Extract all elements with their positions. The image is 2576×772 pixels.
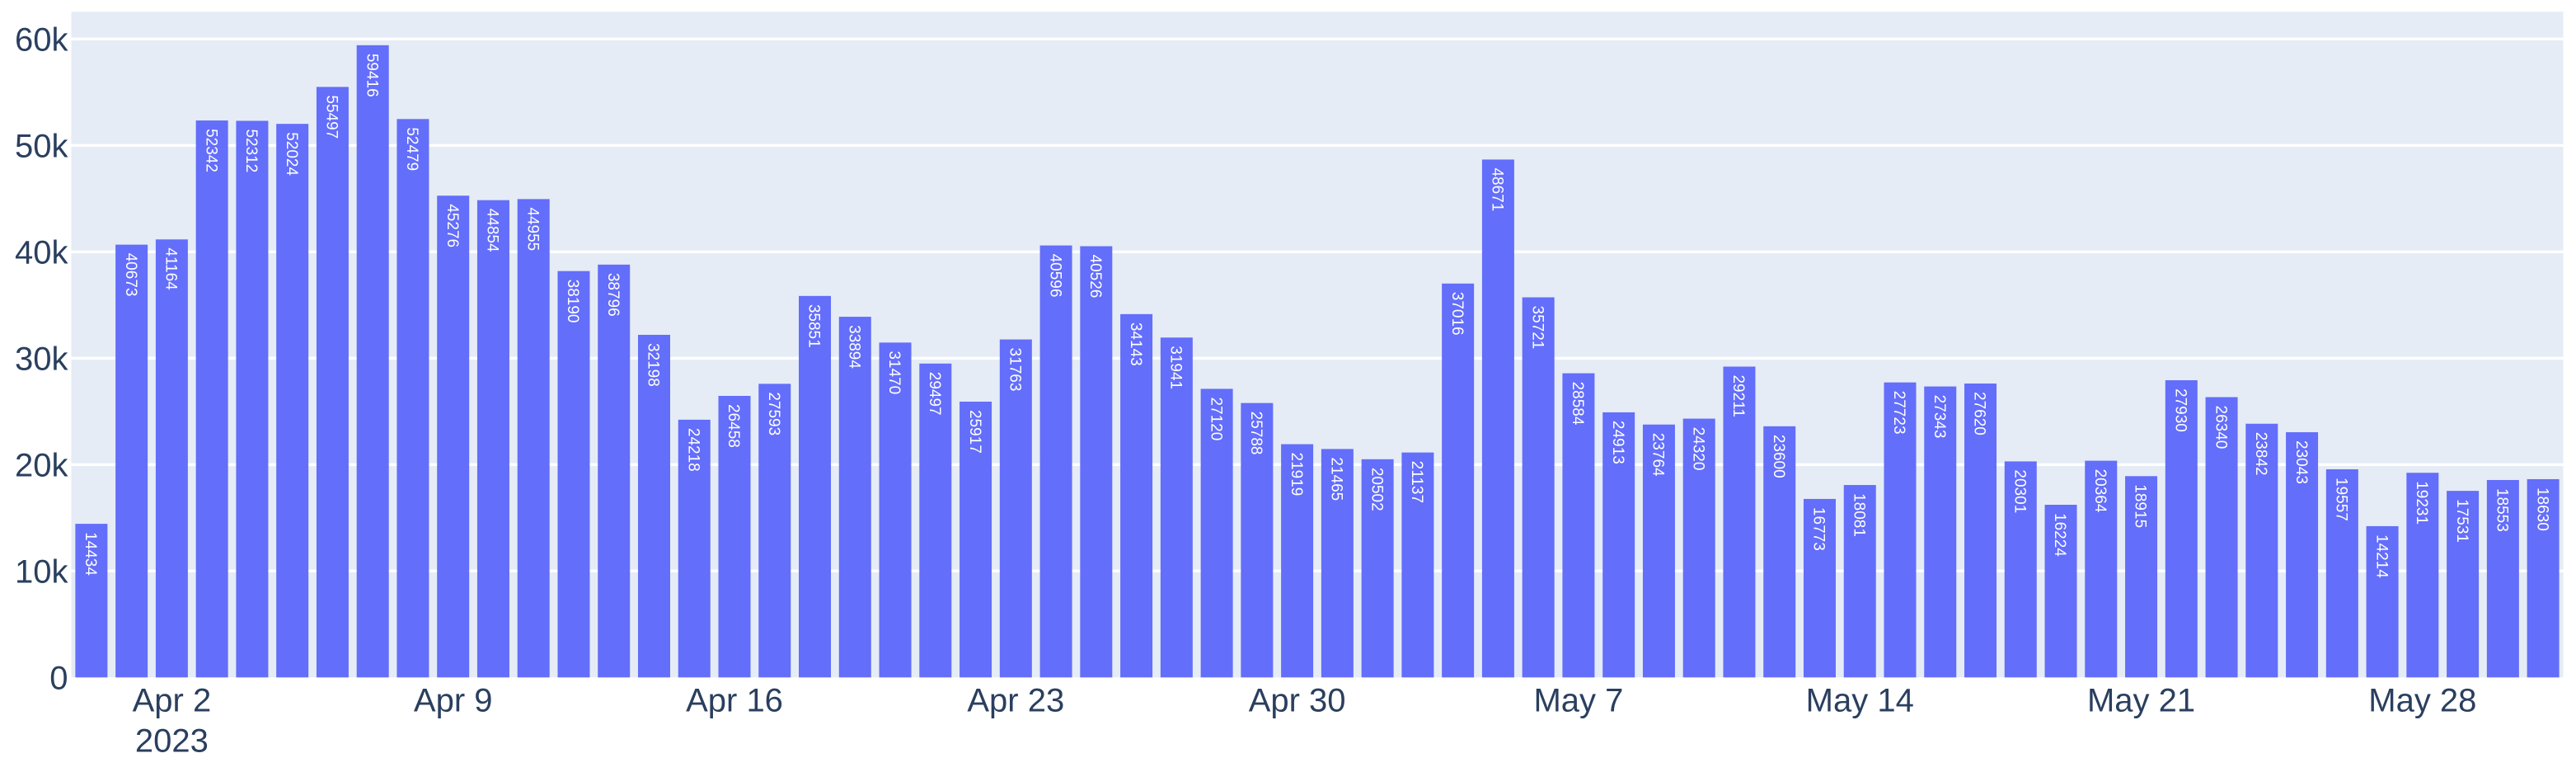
svg-text:21919: 21919 xyxy=(1288,453,1305,497)
svg-text:14214: 14214 xyxy=(2372,534,2390,578)
svg-text:52479: 52479 xyxy=(403,127,420,171)
svg-text:21465: 21465 xyxy=(1328,457,1345,501)
svg-text:20301: 20301 xyxy=(2011,469,2028,513)
svg-text:20k: 20k xyxy=(15,448,68,484)
svg-text:23842: 23842 xyxy=(2252,432,2269,476)
svg-text:27120: 27120 xyxy=(1207,397,1224,440)
svg-text:44854: 44854 xyxy=(484,209,501,252)
svg-text:50k: 50k xyxy=(15,129,68,165)
svg-text:24218: 24218 xyxy=(684,428,701,472)
svg-text:16224: 16224 xyxy=(2051,513,2068,557)
svg-text:19231: 19231 xyxy=(2413,481,2430,525)
svg-text:23043: 23043 xyxy=(2292,440,2310,484)
svg-text:44955: 44955 xyxy=(523,207,541,251)
svg-text:40k: 40k xyxy=(15,235,68,271)
svg-text:May 14: May 14 xyxy=(1806,682,1914,718)
svg-text:25917: 25917 xyxy=(966,410,983,454)
svg-text:27343: 27343 xyxy=(1931,395,1948,439)
svg-text:14434: 14434 xyxy=(82,532,99,576)
svg-text:52312: 52312 xyxy=(242,129,260,172)
svg-text:27723: 27723 xyxy=(1890,391,1907,435)
svg-text:27593: 27593 xyxy=(765,392,782,435)
svg-text:16773: 16773 xyxy=(1810,507,1828,551)
svg-text:41164: 41164 xyxy=(162,247,180,290)
svg-text:21137: 21137 xyxy=(1408,461,1425,503)
svg-text:60k: 60k xyxy=(15,22,68,59)
svg-text:18630: 18630 xyxy=(2533,487,2550,531)
svg-text:59416: 59416 xyxy=(363,54,380,97)
svg-text:29211: 29211 xyxy=(1729,374,1747,417)
svg-text:29497: 29497 xyxy=(926,372,943,416)
svg-text:24320: 24320 xyxy=(1689,427,1706,471)
svg-text:32198: 32198 xyxy=(645,343,662,387)
svg-text:Apr 30: Apr 30 xyxy=(1249,682,1346,718)
svg-text:38190: 38190 xyxy=(564,280,581,323)
svg-text:28584: 28584 xyxy=(1569,382,1586,426)
svg-text:May 21: May 21 xyxy=(2087,682,2195,718)
svg-text:19557: 19557 xyxy=(2333,478,2350,521)
svg-text:33894: 33894 xyxy=(845,325,862,369)
svg-text:Apr 9: Apr 9 xyxy=(414,682,493,718)
svg-text:10k: 10k xyxy=(15,554,68,591)
svg-text:18915: 18915 xyxy=(2132,484,2149,528)
svg-text:26340: 26340 xyxy=(2212,406,2229,450)
svg-text:25788: 25788 xyxy=(1247,412,1265,455)
svg-text:2023: 2023 xyxy=(135,723,209,760)
svg-text:31763: 31763 xyxy=(1006,348,1024,392)
svg-text:35851: 35851 xyxy=(805,304,823,348)
svg-text:52024: 52024 xyxy=(283,132,300,176)
svg-text:52342: 52342 xyxy=(202,129,219,172)
svg-text:24913: 24913 xyxy=(1609,421,1626,464)
svg-text:30k: 30k xyxy=(15,341,68,378)
svg-text:Apr 16: Apr 16 xyxy=(686,682,783,718)
svg-text:Apr 2: Apr 2 xyxy=(133,682,212,718)
svg-text:20364: 20364 xyxy=(2091,469,2109,513)
svg-text:20502: 20502 xyxy=(1368,468,1385,511)
svg-text:40673: 40673 xyxy=(122,253,139,297)
svg-text:31470: 31470 xyxy=(885,351,903,394)
svg-text:27930: 27930 xyxy=(2172,388,2189,432)
svg-text:17531: 17531 xyxy=(2453,499,2470,543)
svg-text:May 28: May 28 xyxy=(2368,682,2476,718)
svg-text:Apr 23: Apr 23 xyxy=(967,682,1064,718)
svg-text:26458: 26458 xyxy=(725,404,742,448)
svg-text:May 7: May 7 xyxy=(1533,682,1623,718)
svg-text:0: 0 xyxy=(49,661,68,697)
svg-text:31941: 31941 xyxy=(1167,346,1185,389)
svg-text:45276: 45276 xyxy=(443,204,461,247)
svg-text:23764: 23764 xyxy=(1649,433,1667,477)
svg-text:18553: 18553 xyxy=(2494,488,2511,532)
svg-text:48671: 48671 xyxy=(1489,167,1506,211)
svg-text:40596: 40596 xyxy=(1046,254,1063,298)
svg-text:55497: 55497 xyxy=(323,95,340,139)
svg-text:18081: 18081 xyxy=(1850,493,1867,537)
svg-text:40526: 40526 xyxy=(1086,255,1104,299)
svg-text:38796: 38796 xyxy=(604,273,622,317)
svg-text:37016: 37016 xyxy=(1448,292,1466,336)
svg-text:27620: 27620 xyxy=(1971,392,1988,435)
svg-text:35721: 35721 xyxy=(1528,306,1546,350)
svg-text:34143: 34143 xyxy=(1127,322,1144,366)
svg-text:23600: 23600 xyxy=(1770,435,1787,478)
